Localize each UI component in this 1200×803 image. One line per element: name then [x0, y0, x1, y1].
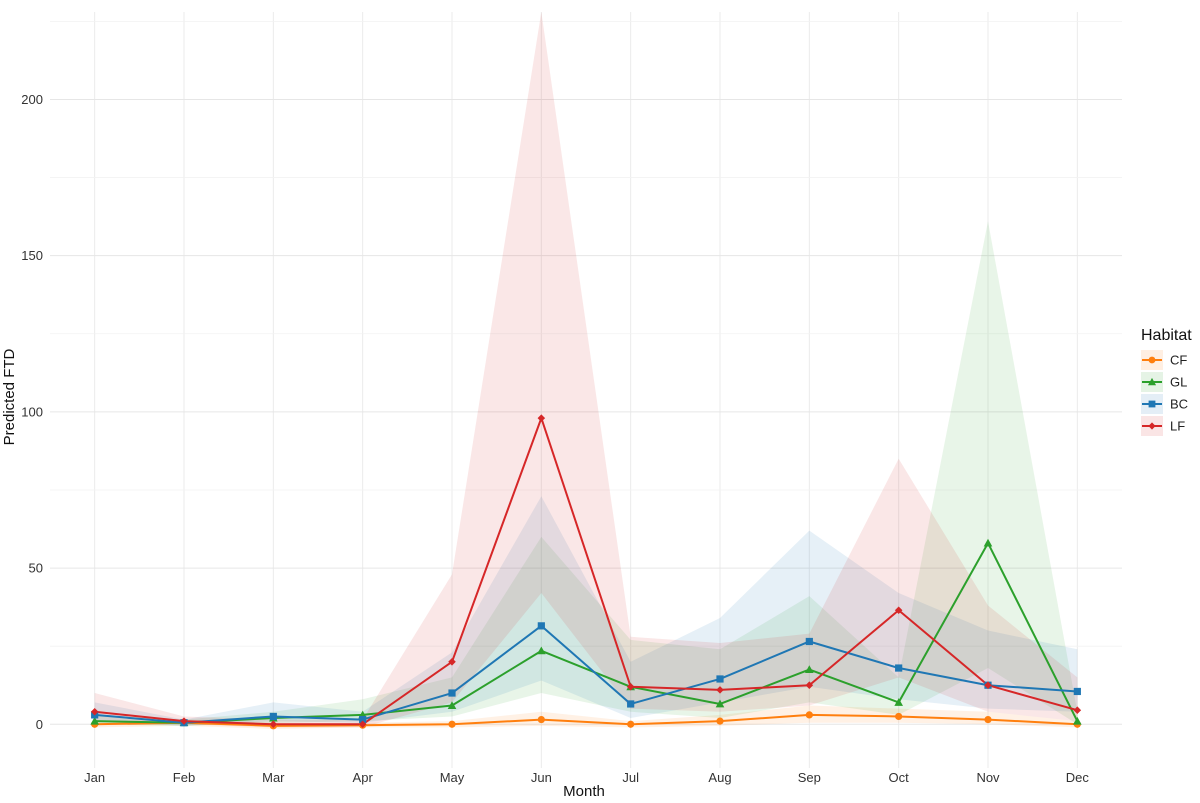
x-tick-label: Feb — [173, 770, 195, 785]
data-point-lf — [90, 707, 99, 716]
confidence-band-cf — [94, 705, 1078, 729]
confidence-band-bc — [94, 496, 1078, 726]
data-point-cf — [448, 720, 456, 728]
data-point-lf — [1073, 706, 1082, 714]
data-point-gl — [1073, 716, 1082, 725]
x-axis-ticks: Jan Feb Mar Apr May Jun Jul Aug Sep Oct Nov Dec — [84, 770, 1089, 785]
data-point-lf — [805, 681, 814, 689]
y-axis-ticks: 0 50 100 150 200 — [21, 92, 43, 732]
y-tick-label: 0 — [36, 717, 43, 732]
legend-key-marker — [1148, 356, 1156, 364]
data-point-lf — [180, 717, 188, 725]
series-lines — [94, 417, 1079, 727]
x-tick-label: Aug — [708, 770, 731, 785]
x-tick-label: Apr — [353, 770, 374, 785]
data-point-lf — [894, 606, 903, 615]
x-tick-label: May — [440, 770, 465, 785]
legend-title: Habitat — [1141, 327, 1192, 344]
data-point-bc — [269, 712, 277, 721]
x-tick-label: Sep — [798, 770, 821, 785]
data-point-cf — [537, 715, 545, 724]
data-point-cf — [984, 715, 992, 724]
data-point-bc — [448, 689, 456, 697]
y-tick-label: 200 — [21, 92, 43, 107]
x-tick-label: Nov — [976, 770, 1000, 785]
legend-key-marker — [1148, 422, 1156, 430]
data-point-bc — [359, 715, 367, 724]
y-tick-label: 150 — [21, 248, 43, 263]
x-tick-label: Mar — [262, 770, 285, 785]
confidence-bands — [94, 12, 1078, 729]
y-tick-label: 100 — [21, 404, 43, 419]
series-line-cf — [94, 713, 1078, 727]
y-axis-title: Predicted FTD — [1, 348, 18, 445]
legend-label-cf: CF — [1170, 353, 1187, 368]
data-point-lf — [448, 658, 456, 666]
legend-key-marker — [1148, 400, 1156, 408]
legend-label-gl: GL — [1170, 375, 1187, 390]
data-point-cf — [627, 720, 635, 728]
data-point-bc — [627, 700, 635, 708]
data-point-lf — [537, 414, 546, 422]
x-tick-label: Jun — [531, 770, 552, 785]
series-markers — [90, 414, 1082, 730]
data-point-lf — [984, 681, 992, 689]
x-tick-label: Jul — [622, 770, 639, 785]
confidence-band-lf — [94, 12, 1078, 728]
data-point-cf — [805, 711, 813, 719]
series-line-lf — [94, 417, 1078, 726]
legend-label-lf: LF — [1170, 419, 1185, 434]
x-tick-label: Jan — [84, 770, 105, 785]
data-point-bc — [895, 664, 903, 672]
series-line-gl — [94, 542, 1079, 724]
data-point-gl — [715, 699, 725, 708]
data-point-gl — [983, 538, 993, 547]
legend-key-marker — [1147, 377, 1157, 386]
data-point-lf — [716, 686, 724, 694]
data-point-bc — [537, 622, 545, 630]
data-point-bc — [1073, 687, 1081, 696]
data-point-bc — [716, 675, 724, 683]
x-tick-label: Dec — [1066, 770, 1090, 785]
data-point-lf — [358, 720, 367, 729]
data-point-gl — [90, 716, 99, 725]
data-point-gl — [805, 665, 814, 674]
data-point-lf — [269, 720, 278, 729]
legend: Habitat CF GL BC LF — [1141, 327, 1192, 436]
data-point-lf — [626, 682, 635, 691]
x-axis-title: Month — [563, 783, 605, 800]
legend-label-bc: BC — [1170, 397, 1188, 412]
series-line-bc — [94, 624, 1078, 724]
data-point-cf — [716, 717, 724, 725]
confidence-band-gl — [94, 221, 1078, 726]
data-point-gl — [537, 646, 546, 655]
x-tick-label: Oct — [889, 770, 910, 785]
data-point-gl — [447, 701, 457, 709]
y-tick-label: 50 — [29, 561, 43, 576]
data-point-cf — [895, 712, 903, 721]
gridlines — [50, 12, 1122, 768]
data-point-bc — [805, 637, 813, 646]
data-point-gl — [894, 698, 903, 706]
